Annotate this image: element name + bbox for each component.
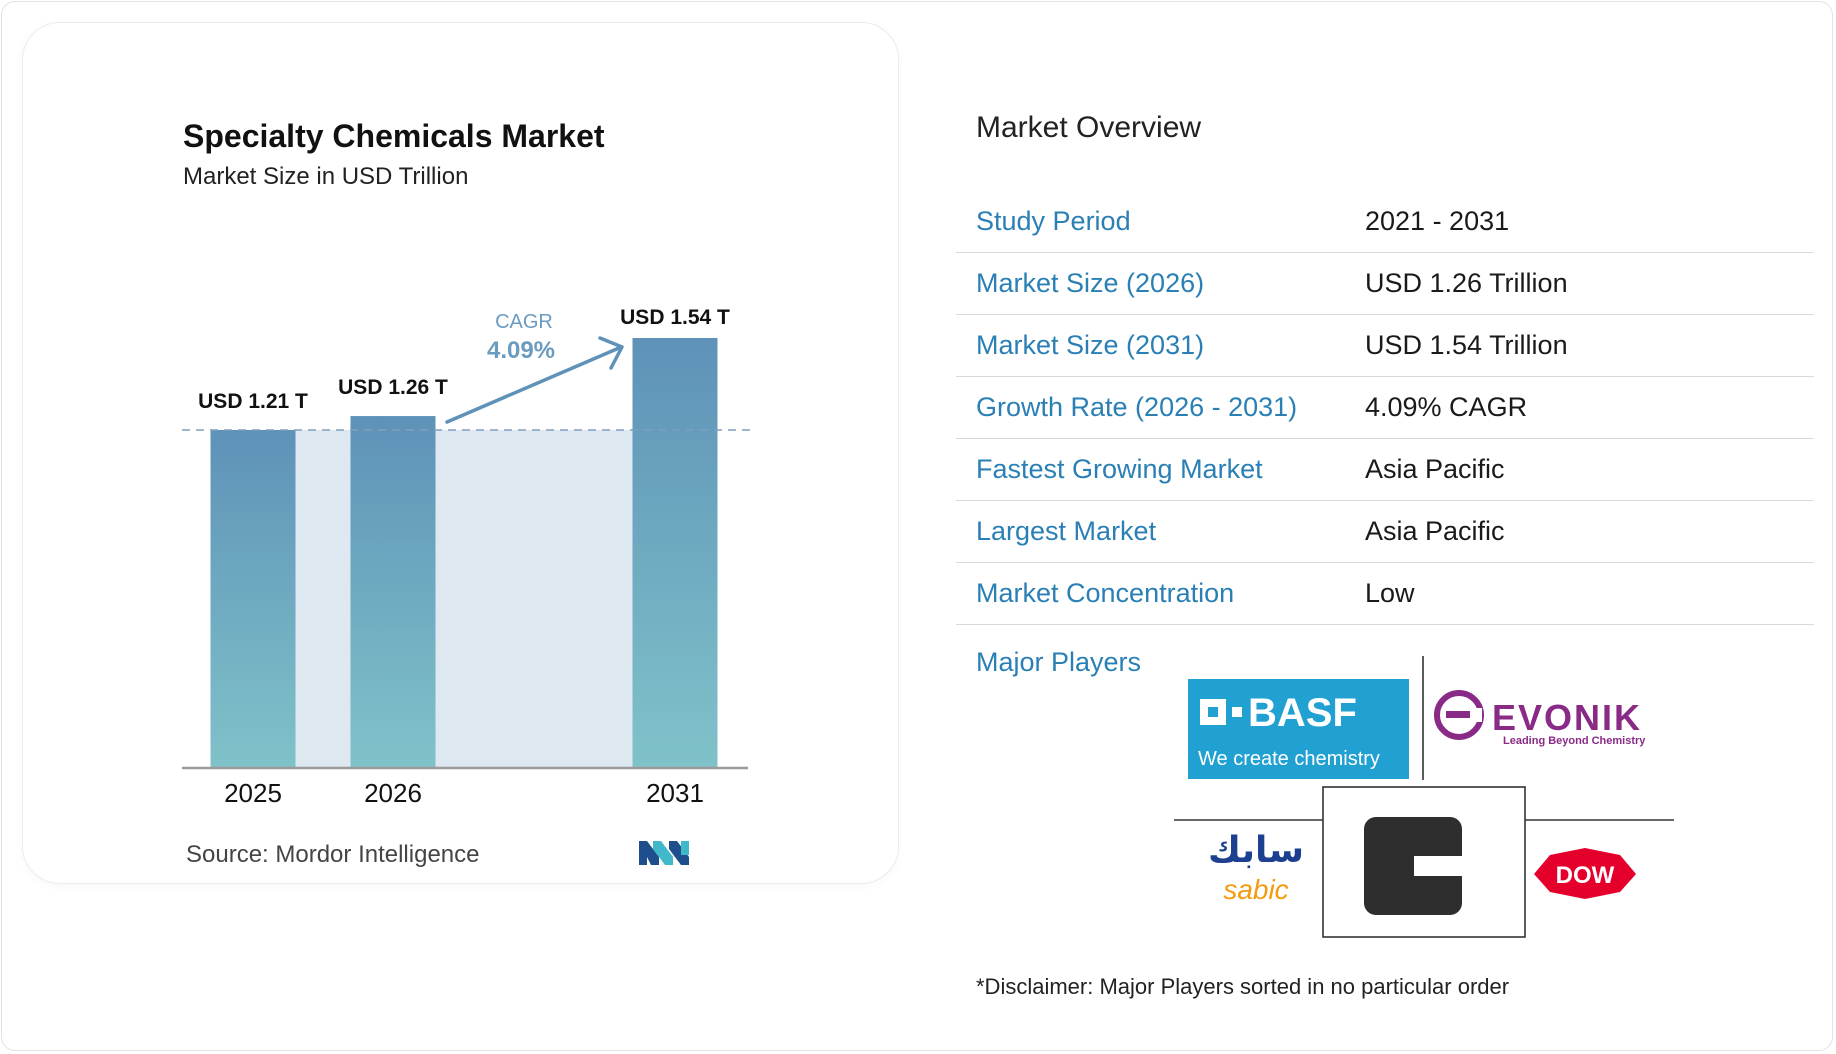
row-label-market-size-2026: Market Size (2026) [976, 268, 1205, 298]
dow-wordmark: DOW [1556, 862, 1615, 889]
evonik-tagline: Leading Beyond Chemistry [1503, 735, 1646, 747]
basf-tagline: We create chemistry [1198, 748, 1380, 770]
cagr-value: 4.09% [487, 337, 555, 364]
row-value-largest-market: Asia Pacific [1365, 516, 1505, 546]
row-value-growth-rate: 4.09% CAGR [1365, 392, 1528, 422]
major-players-label: Major Players [976, 647, 1142, 677]
clariant-logo [1364, 817, 1462, 915]
table-row: Market Size (2031) USD 1.54 Trillion [956, 315, 1814, 377]
evonik-logo: EVONIK Leading Beyond Chemistry [1434, 690, 1646, 747]
row-value-fastest-growing: Asia Pacific [1365, 454, 1505, 484]
cagr-arrow [445, 346, 621, 424]
row-value-market-size-2031: USD 1.54 Trillion [1365, 330, 1568, 360]
basf-logo: BASF We create chemistry [1188, 679, 1409, 779]
sabic-arabic: سابك [1208, 830, 1304, 871]
row-value-market-concentration: Low [1365, 578, 1415, 608]
table-row: Market Concentration Low [956, 563, 1814, 625]
chart-plot: 2025 2026 2031 USD 1.21 T USD 1.26 T USD 1.54… [182, 306, 752, 808]
data-label: USD 1.26 T [338, 376, 448, 399]
sabic-logo: سابك sabic [1208, 830, 1304, 905]
cagr-label: CAGR [495, 311, 553, 333]
table-row: Fastest Growing Market Asia Pacific [956, 439, 1814, 501]
bar-2025 [210, 430, 296, 768]
cagr-arrow-head [598, 336, 624, 370]
disclaimer: *Disclaimer: Major Players sorted in no … [976, 974, 1510, 999]
mordor-intelligence-logo [639, 841, 689, 865]
row-label-market-concentration: Market Concentration [976, 578, 1235, 608]
bar-2026 [350, 416, 436, 768]
bar-2031 [632, 338, 718, 768]
major-players-logos: BASF We create chemistry EVONIK Leading … [1174, 656, 1674, 938]
basf-wordmark: BASF [1248, 691, 1357, 735]
x-tick-label: 2031 [646, 778, 704, 808]
table-row: Growth Rate (2026 - 2031) 4.09% CAGR [956, 377, 1814, 439]
data-label: USD 1.21 T [198, 390, 308, 413]
table-row: Market Size (2026) USD 1.26 Trillion [956, 253, 1814, 315]
overview-table: Study Period 2021 - 2031 Market Size (20… [956, 191, 1814, 625]
x-tick-label: 2025 [224, 778, 282, 808]
evonik-wordmark: EVONIK [1492, 697, 1642, 738]
row-label-fastest-growing: Fastest Growing Market [976, 454, 1263, 484]
x-tick-label: 2026 [364, 778, 422, 808]
row-label-largest-market: Largest Market [976, 516, 1157, 546]
row-label-growth-rate: Growth Rate (2026 - 2031) [976, 392, 1298, 422]
row-label-study-period: Study Period [976, 206, 1131, 236]
sabic-wordmark: sabic [1223, 874, 1288, 905]
chart-source: Source: Mordor Intelligence [186, 841, 480, 868]
overview-title: Market Overview [976, 111, 1202, 144]
table-row: Study Period 2021 - 2031 [956, 191, 1814, 253]
dow-logo: DOW [1534, 848, 1636, 899]
chart-title: Specialty Chemicals Market [183, 118, 605, 154]
chart-subtitle: Market Size in USD Trillion [183, 163, 469, 190]
table-row: Largest Market Asia Pacific [956, 501, 1814, 563]
row-value-market-size-2026: USD 1.26 Trillion [1365, 268, 1568, 298]
row-label-market-size-2031: Market Size (2031) [976, 330, 1205, 360]
row-value-study-period: 2021 - 2031 [1365, 206, 1510, 236]
data-label: USD 1.54 T [620, 306, 730, 329]
